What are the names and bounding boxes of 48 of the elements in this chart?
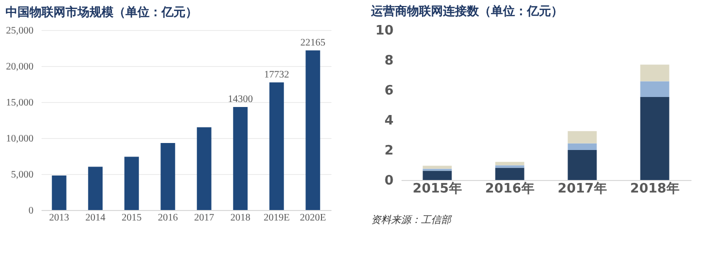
x-tick-label: 2020E bbox=[300, 212, 326, 224]
text: 资料来源：工信部 bbox=[371, 214, 453, 226]
x-tick-label: 2016年 bbox=[485, 182, 534, 196]
bar bbox=[640, 81, 670, 98]
x-tick-label: 2017 bbox=[194, 212, 214, 224]
y-tick-label: 6 bbox=[384, 84, 394, 98]
bar bbox=[568, 131, 597, 144]
bar bbox=[269, 82, 284, 210]
bar bbox=[422, 170, 452, 180]
bar bbox=[568, 143, 597, 150]
y-tick-label: 10,000 bbox=[6, 134, 34, 144]
y-tick-label: 0 bbox=[28, 206, 34, 216]
x-tick-label: 2013 bbox=[49, 212, 70, 224]
chart-title: 中国物联网市场规模（单位：亿元） bbox=[6, 5, 198, 19]
bar bbox=[160, 143, 176, 210]
x-tick-label: 2015 bbox=[122, 212, 142, 224]
x-tick-label: 2016 bbox=[158, 212, 178, 224]
bar bbox=[640, 97, 670, 180]
bar bbox=[52, 175, 66, 210]
x-tick-label: 2015年 bbox=[412, 182, 462, 196]
x-tick-label: 2019E bbox=[264, 212, 290, 224]
y-tick-label: 25,000 bbox=[6, 26, 34, 36]
x-tick-label: 2018 bbox=[230, 212, 250, 224]
y-tick-label: 15,000 bbox=[6, 98, 34, 108]
x-tick-label: 2018年 bbox=[630, 182, 680, 196]
bar bbox=[124, 156, 139, 210]
bar bbox=[88, 166, 103, 210]
data-label: 17732 bbox=[264, 69, 290, 80]
bar bbox=[233, 107, 248, 210]
bar bbox=[495, 168, 524, 180]
y-tick-label: 5,000 bbox=[11, 170, 34, 180]
x-tick-label: 2017年 bbox=[558, 182, 607, 196]
y-tick-label: 10 bbox=[375, 24, 394, 38]
data-label: 14300 bbox=[228, 94, 253, 106]
y-tick-label: 4 bbox=[384, 114, 394, 128]
y-tick-label: 20,000 bbox=[6, 62, 34, 72]
y-tick-label: 2 bbox=[384, 144, 394, 158]
bar bbox=[422, 166, 452, 169]
y-tick-label: 0 bbox=[384, 174, 394, 188]
bar bbox=[306, 50, 320, 210]
bar bbox=[196, 127, 212, 210]
bar bbox=[568, 150, 597, 180]
chart-title: 运营商物联网连接数（单位：亿元） bbox=[370, 4, 563, 18]
data-label: 22165 bbox=[300, 37, 326, 48]
y-tick-label: 8 bbox=[384, 54, 394, 68]
bar bbox=[640, 64, 670, 82]
x-tick-label: 2014 bbox=[85, 212, 106, 224]
bar bbox=[495, 162, 524, 166]
